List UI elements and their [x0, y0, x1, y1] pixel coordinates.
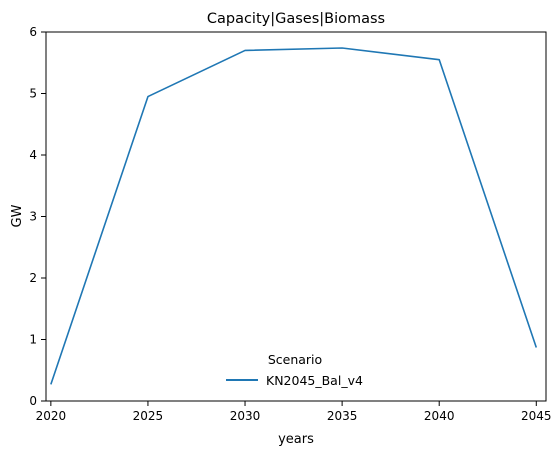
y-tick-label: 4 [29, 148, 37, 162]
x-axis-label: years [278, 432, 314, 447]
y-tick-label: 5 [29, 87, 37, 101]
x-tick-label: 2020 [36, 409, 67, 423]
legend: Scenario KN2045_Bal_v4 [226, 352, 363, 388]
x-tick-label: 2035 [327, 409, 358, 423]
x-tick-label: 2045 [521, 409, 552, 423]
y-axis: 0 1 2 3 4 5 6 [29, 25, 46, 408]
x-tick-label: 2040 [424, 409, 455, 423]
y-tick-label: 1 [29, 333, 37, 347]
y-tick-label: 2 [29, 271, 37, 285]
y-tick-label: 0 [29, 394, 37, 408]
y-tick-label: 3 [29, 210, 37, 224]
x-tick-label: 2030 [230, 409, 261, 423]
legend-entry-kn2045-bal-v4: KN2045_Bal_v4 [266, 373, 363, 388]
chart-title: Capacity|Gases|Biomass [207, 11, 385, 27]
legend-title: Scenario [268, 352, 322, 367]
x-tick-label: 2025 [133, 409, 164, 423]
series-line-kn2045-bal-v4 [50, 47, 538, 385]
plot-frame [45, 31, 547, 402]
x-axis: 2020 2025 2030 2035 2040 2045 [36, 401, 552, 423]
y-axis-label: GW [10, 204, 25, 227]
y-tick-label: 6 [29, 25, 37, 39]
series-layer [50, 47, 538, 385]
